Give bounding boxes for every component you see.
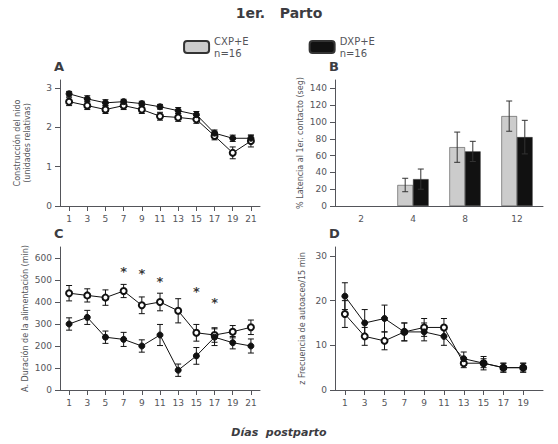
svg-text:7: 7	[121, 214, 127, 224]
svg-text:CXP+E: CXP+E	[214, 36, 249, 47]
svg-text:600: 600	[35, 253, 52, 263]
svg-text:120: 120	[310, 100, 327, 110]
svg-text:17: 17	[498, 398, 509, 408]
svg-text:(unidades relativas): (unidades relativas)	[23, 103, 32, 183]
svg-text:8: 8	[462, 214, 468, 224]
svg-text:C: C	[54, 226, 64, 241]
svg-text:5: 5	[103, 398, 109, 408]
svg-text:13: 13	[172, 214, 183, 224]
svg-text:0: 0	[46, 385, 52, 395]
svg-text:3: 3	[362, 398, 368, 408]
svg-text:200: 200	[35, 341, 52, 351]
svg-text:13: 13	[458, 398, 469, 408]
svg-text:1: 1	[342, 398, 348, 408]
svg-text:100: 100	[35, 363, 52, 373]
svg-text:1er. Parto: 1er. Parto	[236, 5, 323, 21]
svg-text:4: 4	[410, 214, 416, 224]
svg-text:300: 300	[35, 319, 52, 329]
svg-text:9: 9	[139, 214, 145, 224]
svg-text:21: 21	[245, 398, 256, 408]
svg-text:1: 1	[66, 214, 72, 224]
svg-text:B: B	[329, 59, 339, 74]
svg-text:20: 20	[316, 184, 328, 194]
svg-text:A: A	[54, 59, 64, 74]
svg-text:400: 400	[35, 297, 52, 307]
svg-text:5: 5	[103, 214, 109, 224]
svg-text:11: 11	[154, 398, 165, 408]
svg-text:9: 9	[139, 398, 145, 408]
svg-text:2: 2	[358, 214, 364, 224]
svg-text:40: 40	[316, 167, 328, 177]
svg-text:11: 11	[154, 214, 165, 224]
svg-text:30: 30	[316, 251, 328, 261]
svg-text:DXP+E: DXP+E	[340, 36, 375, 47]
svg-text:10: 10	[316, 340, 328, 350]
svg-text:13: 13	[172, 398, 183, 408]
svg-text:D: D	[329, 226, 340, 241]
svg-text:19: 19	[227, 398, 239, 408]
svg-text:60: 60	[316, 151, 328, 161]
svg-text:*: *	[193, 284, 200, 299]
svg-text:21: 21	[245, 214, 256, 224]
svg-text:500: 500	[35, 275, 52, 285]
svg-text:17: 17	[209, 214, 220, 224]
svg-text:Construcción del nido: Construcción del nido	[12, 100, 22, 187]
svg-text:3: 3	[84, 214, 90, 224]
svg-text:7: 7	[121, 398, 127, 408]
svg-text:n=16: n=16	[340, 48, 367, 59]
svg-text:n=16: n=16	[214, 48, 241, 59]
svg-text:Días postparto: Días postparto	[231, 426, 327, 439]
svg-text:% Latencia al 1er. contacto (s: % Latencia al 1er. contacto (seg)	[296, 77, 305, 209]
svg-text:0: 0	[321, 385, 327, 395]
svg-text:2: 2	[46, 122, 52, 132]
svg-text:19: 19	[517, 398, 529, 408]
svg-text:140: 140	[310, 83, 327, 93]
svg-text:*: *	[120, 264, 127, 279]
svg-text:9: 9	[421, 398, 427, 408]
svg-text:0: 0	[321, 201, 327, 211]
svg-text:12: 12	[511, 214, 522, 224]
svg-text:1: 1	[66, 398, 72, 408]
svg-text:17: 17	[209, 398, 220, 408]
svg-text:*: *	[157, 274, 164, 289]
svg-text:7: 7	[401, 398, 407, 408]
svg-text:15: 15	[478, 398, 489, 408]
svg-text:20: 20	[316, 296, 328, 306]
svg-text:15: 15	[191, 398, 202, 408]
svg-text:*: *	[211, 295, 218, 310]
svg-text:80: 80	[316, 134, 328, 144]
svg-text:15: 15	[191, 214, 202, 224]
svg-text:5: 5	[382, 398, 388, 408]
svg-text:100: 100	[310, 117, 327, 127]
svg-text:0: 0	[46, 201, 52, 211]
svg-text:A. Duración de la alimentación: A. Duración de la alimentación (min)	[20, 245, 30, 392]
svg-text:z Frecuencia de autoaceo/15 mi: z Frecuencia de autoaceo/15 min	[298, 252, 307, 385]
svg-text:3: 3	[46, 83, 52, 93]
svg-text:1: 1	[46, 162, 52, 172]
svg-text:19: 19	[227, 214, 239, 224]
svg-text:11: 11	[438, 398, 449, 408]
svg-text:3: 3	[84, 398, 90, 408]
svg-text:*: *	[138, 266, 145, 281]
